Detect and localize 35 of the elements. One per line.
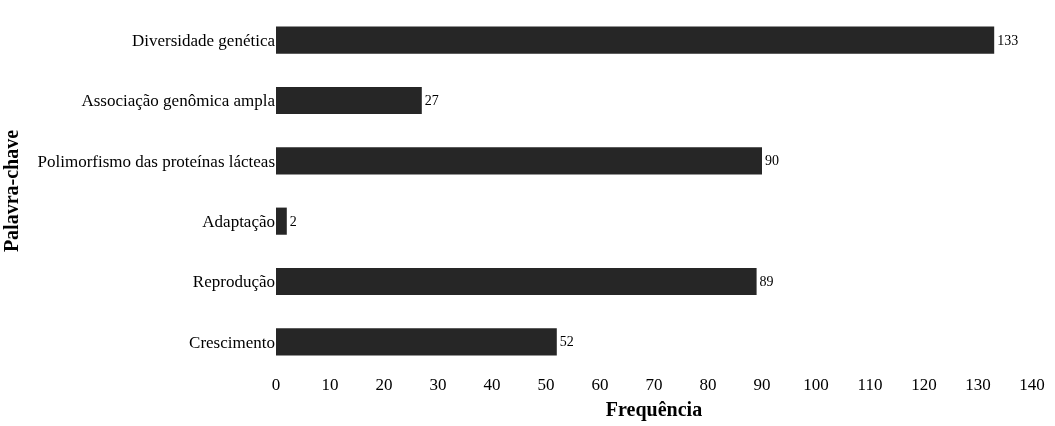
y-tick-label: Reprodução	[192, 272, 275, 292]
bar	[276, 328, 557, 356]
y-axis-title: Palavra-chave	[0, 129, 22, 253]
x-tick-label: 0	[271, 375, 281, 394]
x-tick-label: 80	[699, 375, 717, 394]
data-label: 133	[997, 32, 1019, 48]
bar	[276, 86, 422, 115]
data-label: 52	[559, 334, 574, 350]
x-tick-label: 90	[753, 375, 771, 394]
x-tick-label: 140	[1019, 375, 1045, 394]
x-tick-label: 30	[429, 375, 447, 394]
data-label: 89	[759, 274, 774, 290]
data-label: 90	[765, 153, 779, 169]
y-tick-label: Adaptação	[202, 212, 275, 232]
bar	[276, 147, 762, 175]
x-tick-label: 120	[911, 375, 937, 394]
x-tick-label: 130	[965, 375, 991, 394]
x-tick-label: 110	[857, 375, 883, 394]
y-tick-label: Diversidade genética	[131, 31, 276, 51]
x-tick-label: 40	[483, 375, 501, 394]
bar	[276, 26, 995, 54]
x-tick-label: 70	[645, 375, 663, 394]
data-label: 27	[424, 93, 439, 108]
x-tick-label: 10	[321, 375, 339, 394]
x-tick-label: 50	[537, 375, 555, 394]
x-axis-title: Frequência	[605, 397, 703, 421]
bar	[276, 267, 757, 296]
y-tick-label: Polimorfismo das proteínas lácteas	[37, 151, 275, 171]
y-tick-label: Crescimento	[189, 332, 275, 352]
x-tick-label: 100	[803, 375, 829, 394]
x-tick-label: 20	[375, 375, 393, 394]
y-tick-label: Associação genômica ampla	[81, 91, 276, 111]
data-label: 2	[289, 213, 297, 229]
bar	[276, 207, 287, 235]
x-tick-label: 60	[591, 375, 609, 394]
